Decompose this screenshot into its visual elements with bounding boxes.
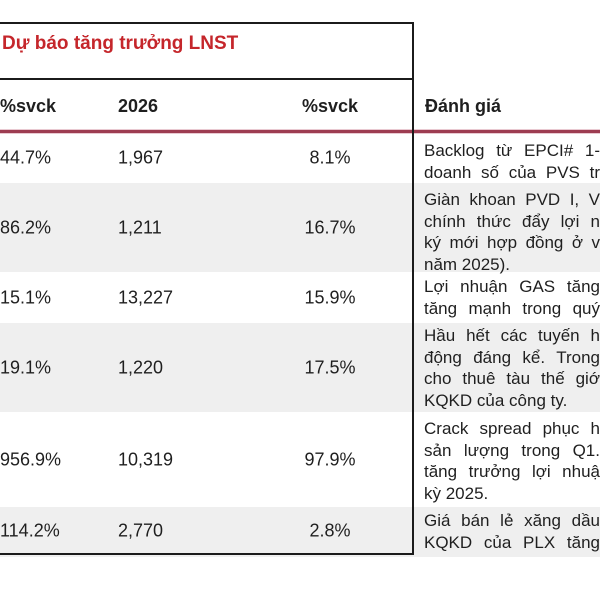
note-line: Giàn khoan PVD I, V xyxy=(424,190,600,209)
note-cell: Backlog từ EPCI# 1- doanh số của PVS tr xyxy=(424,140,600,183)
cell-svck1: 15.1% xyxy=(0,287,52,307)
cell-svck1: 44.7% xyxy=(0,147,52,168)
cell-2026: 10,319 xyxy=(118,449,174,469)
cell-svck2: 8.1% xyxy=(309,147,351,168)
cell-svck1: 956.9% xyxy=(0,449,62,469)
note-line: cho thuê tàu thế giớ xyxy=(424,369,600,389)
cell-svck2: 97.9% xyxy=(304,449,356,469)
note-line: chính thức đẩy lợi n xyxy=(424,211,600,231)
cell-svck2: 2.8% xyxy=(309,520,351,541)
header-2026: 2026 xyxy=(118,96,159,116)
note-line: KQKD của công ty. xyxy=(424,391,568,411)
header-svck-1: %svck xyxy=(0,96,57,116)
note-line: năm 2025). xyxy=(424,255,510,275)
table-border-bottom xyxy=(0,553,413,555)
note-line: Hầu hết các tuyến h xyxy=(424,326,600,345)
header-divider-red xyxy=(0,130,600,133)
note-cell: Giàn khoan PVD I, V chính thức đẩy lợi n… xyxy=(424,189,600,276)
cell-svck1: 19.1% xyxy=(0,357,52,377)
note-line: kỳ 2025. xyxy=(424,484,489,504)
row-stripe xyxy=(0,323,600,412)
note-cell: Lợi nhuận GAS tăng tăng mạnh trong quý xyxy=(424,276,600,319)
note-line: tăng mạnh trong quý xyxy=(424,298,600,318)
cell-2026: 1,211 xyxy=(118,217,162,237)
note-line: Backlog từ EPCI# 1- xyxy=(424,141,600,160)
cell-2026: 13,227 xyxy=(118,287,174,307)
cell-svck1: 114.2% xyxy=(0,520,60,541)
table-border-top xyxy=(0,22,414,24)
note-line: Giá bán lẻ xăng dầu xyxy=(424,511,600,530)
title-divider xyxy=(0,78,414,80)
cell-svck1: 86.2% xyxy=(0,217,52,237)
note-line: sản lượng trong Q1. xyxy=(424,440,600,460)
note-cell: Hầu hết các tuyến h động đáng kể. Trong … xyxy=(424,325,600,412)
cell-2026: 2,770 xyxy=(118,520,164,541)
table-row: 19.1% 1,220 17.5% xyxy=(0,323,412,412)
note-line: KQKD của PLX tăng xyxy=(424,532,600,552)
cell-svck2: 16.7% xyxy=(304,217,356,237)
cell-2026: 1,967 xyxy=(118,147,164,168)
note-line: Crack spread phục h xyxy=(424,419,600,438)
column-border xyxy=(412,22,414,555)
cell-svck2: 17.5% xyxy=(304,357,356,377)
row-stripe xyxy=(0,507,600,557)
note-line: tăng trưởng lợi nhuậ xyxy=(424,462,600,482)
row-stripe xyxy=(0,183,600,272)
note-line: ký mới hợp đồng ở v xyxy=(424,233,600,253)
table-row: 44.7% 1,967 8.1% xyxy=(0,133,412,183)
cell-2026: 1,220 xyxy=(118,357,164,377)
header-danh-gia: Đánh giá xyxy=(425,96,502,116)
header-svck-2: %svck xyxy=(301,96,359,116)
table-title: Dự báo tăng trưởng LNST xyxy=(2,33,239,54)
table-row: 86.2% 1,211 16.7% xyxy=(0,183,412,272)
table-row: 956.9% 10,319 97.9% xyxy=(0,412,412,507)
table-row: 114.2% 2,770 2.8% xyxy=(0,507,412,555)
table-row: 15.1% 13,227 15.9% xyxy=(0,272,412,323)
note-line: động đáng kể. Trong xyxy=(424,347,600,367)
cell-svck2: 15.9% xyxy=(304,287,356,307)
note-line: Lợi nhuận GAS tăng xyxy=(424,277,600,296)
note-cell: Giá bán lẻ xăng dầu KQKD của PLX tăng xyxy=(424,510,600,553)
note-line: doanh số của PVS tr xyxy=(424,162,600,182)
note-cell: Crack spread phục h sản lượng trong Q1. … xyxy=(424,418,600,505)
